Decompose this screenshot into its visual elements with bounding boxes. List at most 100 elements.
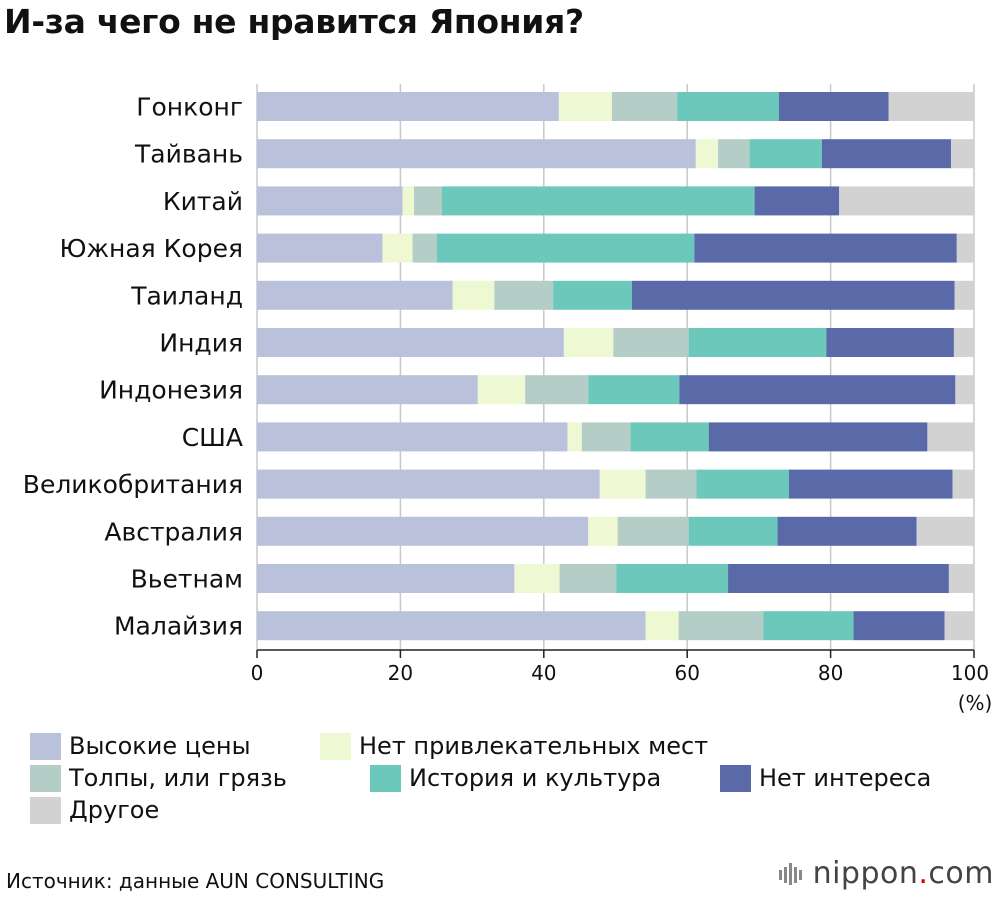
legend-label: Высокие цены	[69, 732, 251, 760]
bar-8-0	[257, 469, 600, 499]
bar-2-5	[839, 186, 974, 216]
bar-3-5	[956, 233, 974, 263]
legend-item: Толпы, или грязь	[30, 762, 287, 794]
bar-7-4	[708, 422, 928, 452]
bar-11-5	[944, 611, 974, 641]
legend-swatch	[30, 764, 61, 792]
tick-label: 60	[674, 661, 699, 685]
bar-9-4	[777, 516, 917, 546]
bar-1-4	[821, 139, 952, 169]
legend-swatch	[30, 796, 61, 824]
source-note: Источник: данные AUN CONSULTING	[6, 869, 385, 893]
bar-5-1	[563, 328, 614, 357]
bar-8-2	[645, 469, 697, 499]
bar-8-5	[952, 469, 974, 499]
category-label: США	[182, 423, 243, 452]
legend-swatch	[720, 764, 751, 792]
bar-6-5	[955, 375, 974, 405]
bars	[257, 92, 974, 641]
chart-title: И-за чего не нравится Япония?	[4, 2, 584, 41]
bar-0-5	[888, 92, 974, 121]
legend-item: История и культура	[370, 762, 661, 794]
bar-10-5	[948, 564, 974, 593]
bar-5-5	[953, 328, 974, 357]
bar-9-0	[257, 516, 589, 546]
legend-swatch	[30, 732, 61, 760]
category-label: Вьетнам	[131, 565, 243, 594]
bar-11-0	[257, 611, 646, 641]
legend: Высокие цены Нет привлекательных мест Толп…	[30, 730, 990, 830]
bar-1-2	[718, 139, 750, 169]
x-axis: 0 20 40 60 80 100 (%)	[251, 649, 993, 715]
tick-label: 20	[388, 661, 413, 685]
bar-2-1	[402, 186, 415, 216]
bar-5-0	[257, 328, 564, 357]
category-label: Индонезия	[99, 376, 243, 405]
bar-8-4	[789, 469, 953, 499]
bar-5-3	[688, 328, 827, 357]
legend-label: Другое	[69, 796, 160, 824]
bar-9-5	[916, 516, 974, 546]
bar-1-5	[951, 139, 974, 169]
bar-10-0	[257, 564, 515, 593]
legend-item: Другое	[30, 794, 159, 826]
bar-4-3	[553, 280, 632, 310]
bar-10-4	[728, 564, 949, 593]
bar-3-1	[382, 233, 413, 263]
x-axis-unit: (%)	[958, 691, 993, 715]
legend-label: История и культура	[409, 764, 662, 792]
bar-3-4	[694, 233, 957, 263]
bar-7-1	[567, 422, 582, 452]
bar-4-5	[954, 280, 974, 310]
bar-0-1	[558, 92, 612, 121]
brand-logo: nippon.com	[777, 856, 994, 891]
bar-6-1	[477, 375, 526, 405]
bar-0-0	[257, 92, 559, 121]
bar-8-1	[599, 469, 646, 499]
tick-label: 0	[251, 661, 264, 685]
bar-4-2	[494, 280, 554, 310]
bar-7-5	[927, 422, 974, 452]
bar-7-0	[257, 422, 568, 452]
legend-swatch	[370, 764, 401, 792]
stacked-bar-chart: Гонконг Тайвань Китай Южная Корея Таиланд Инд…	[23, 84, 993, 715]
bar-5-4	[826, 328, 954, 357]
bar-5-2	[613, 328, 689, 357]
bar-1-1	[695, 139, 719, 169]
bar-11-4	[853, 611, 945, 641]
bar-11-3	[763, 611, 854, 641]
bar-0-4	[778, 92, 889, 121]
tick-label: 100	[951, 661, 989, 685]
bar-11-2	[678, 611, 764, 641]
bar-2-3	[441, 186, 755, 216]
category-label: Тайвань	[134, 140, 243, 169]
category-labels: Гонконг Тайвань Китай Южная Корея Таиланд Инд…	[23, 93, 243, 641]
bar-4-4	[631, 280, 955, 310]
tick-label: 40	[531, 661, 556, 685]
bar-0-3	[677, 92, 779, 121]
bar-9-1	[588, 516, 618, 546]
category-label: Гонконг	[136, 93, 243, 122]
bar-10-3	[616, 564, 729, 593]
legend-item: Высокие цены	[30, 730, 251, 762]
bar-9-2	[617, 516, 689, 546]
bar-6-0	[257, 375, 478, 405]
tick-label: 80	[818, 661, 843, 685]
category-label: Таиланд	[130, 281, 243, 310]
bar-10-1	[514, 564, 560, 593]
legend-label: Толпы, или грязь	[69, 764, 287, 792]
bar-7-2	[581, 422, 631, 452]
bar-11-1	[645, 611, 679, 641]
gridlines	[256, 84, 975, 650]
bar-1-3	[749, 139, 822, 169]
category-label: Малайзия	[114, 612, 243, 641]
legend-label: Нет интереса	[759, 764, 932, 792]
bar-2-0	[257, 186, 403, 216]
category-label: Индия	[159, 329, 243, 358]
bar-9-3	[688, 516, 778, 546]
bar-3-3	[436, 233, 695, 263]
bar-2-2	[414, 186, 442, 216]
legend-item: Нет привлекательных мест	[320, 730, 708, 762]
bar-4-1	[452, 280, 495, 310]
bar-6-4	[679, 375, 956, 405]
